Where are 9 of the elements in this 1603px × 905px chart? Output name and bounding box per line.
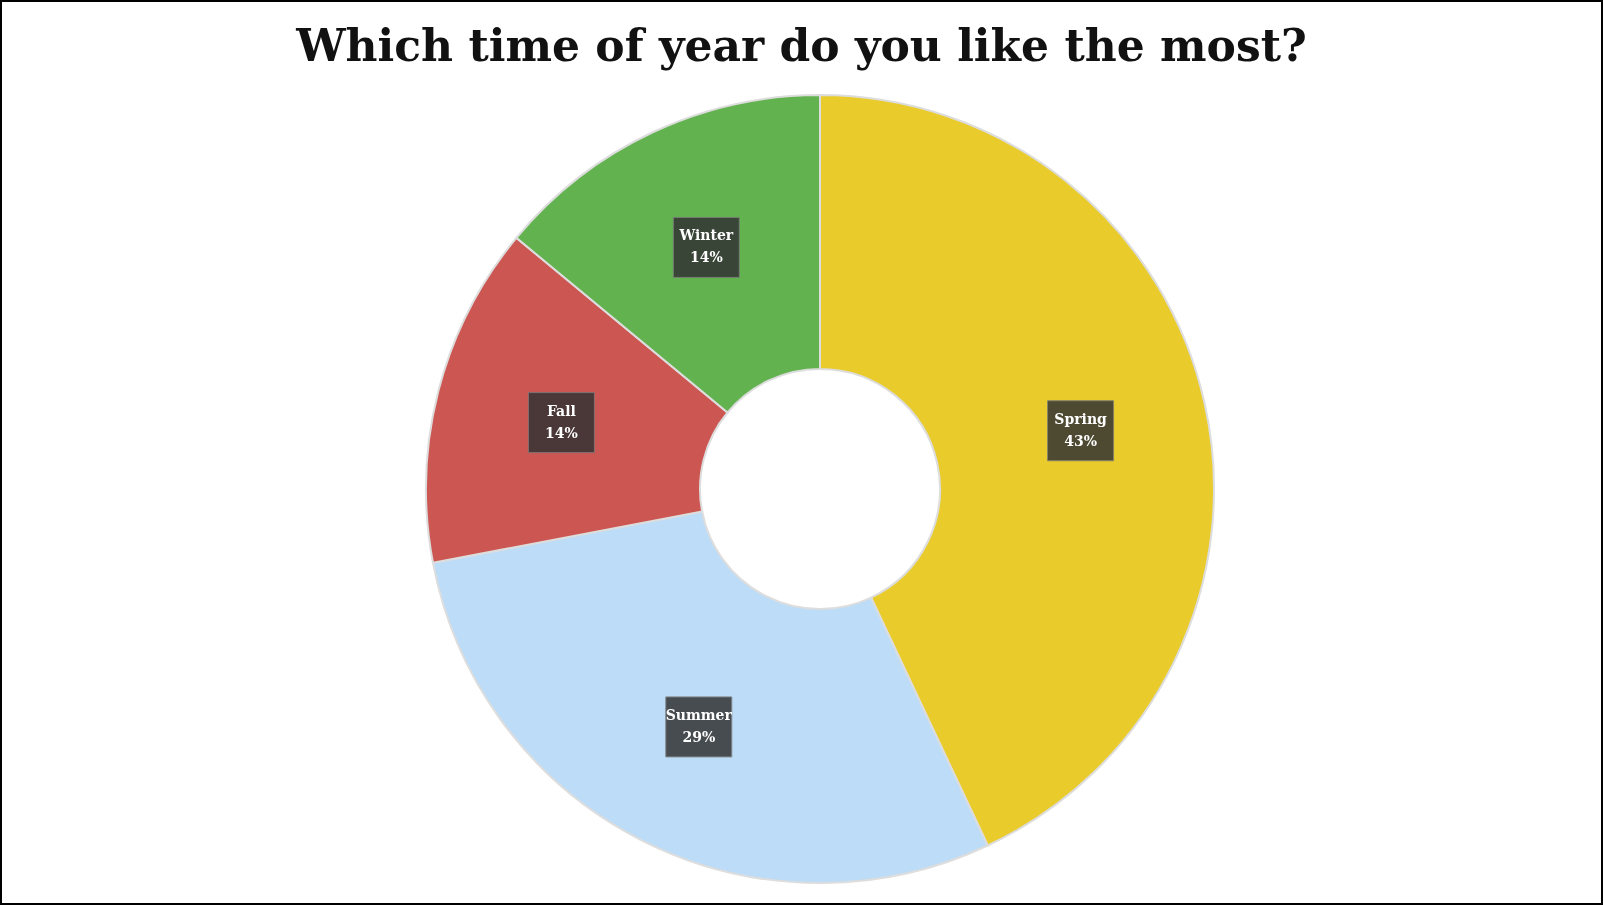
slice-label: Summer: [665, 706, 733, 723]
slice-label: Winter: [678, 227, 734, 244]
slice-label: Spring: [1054, 410, 1108, 427]
data-label: 14%: [689, 249, 723, 266]
chart-title: Which time of year do you like the most?: [295, 20, 1307, 71]
data-label: 29%: [682, 728, 716, 745]
data-label: 14%: [544, 424, 578, 441]
slice-label: Fall: [546, 402, 576, 419]
data-label: 43%: [1064, 432, 1097, 449]
